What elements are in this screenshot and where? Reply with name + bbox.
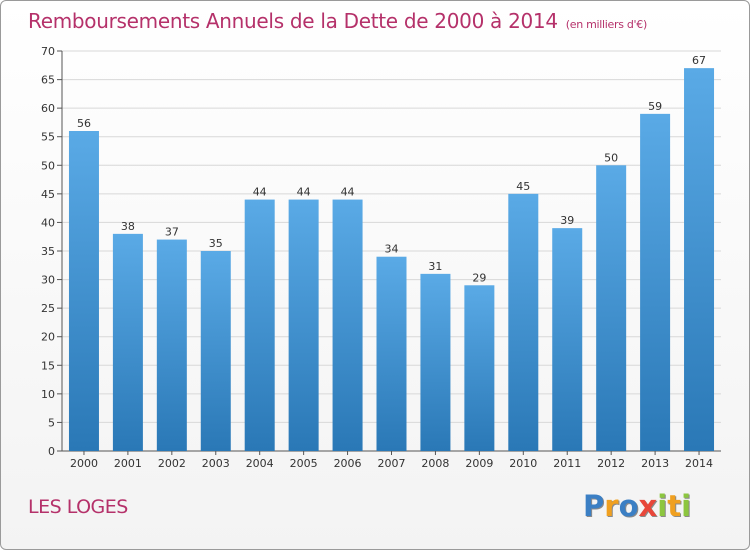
value-label-2009: 29 bbox=[472, 271, 486, 284]
y-tick-label: 55 bbox=[41, 131, 55, 144]
y-tick-label: 5 bbox=[48, 416, 55, 429]
x-tick-label-2004: 2004 bbox=[246, 457, 274, 470]
value-label-2012: 50 bbox=[604, 151, 618, 164]
value-label-2006: 44 bbox=[341, 186, 355, 199]
bars bbox=[68, 68, 715, 452]
x-tick-label-2002: 2002 bbox=[158, 457, 186, 470]
bar-2008[interactable] bbox=[420, 273, 451, 451]
y-tick-label: 70 bbox=[41, 45, 55, 58]
bar-2007[interactable] bbox=[376, 256, 407, 451]
x-tick-label-2008: 2008 bbox=[421, 457, 449, 470]
x-tick-label-2010: 2010 bbox=[509, 457, 537, 470]
x-tick-label-2012: 2012 bbox=[597, 457, 625, 470]
value-label-2002: 37 bbox=[165, 226, 179, 239]
x-tick-label-2014: 2014 bbox=[685, 457, 713, 470]
bar-2010[interactable] bbox=[508, 193, 539, 451]
x-tick-label-2011: 2011 bbox=[553, 457, 581, 470]
x-tick-label-2009: 2009 bbox=[465, 457, 493, 470]
bar-2005[interactable] bbox=[288, 199, 319, 451]
y-tick-label: 0 bbox=[48, 445, 55, 458]
y-tick-label: 65 bbox=[41, 74, 55, 87]
y-axis-ticks: 0 5 10 15 20 25 30 35 40 45 50 55 60 65 70 bbox=[41, 45, 62, 458]
y-tick-label: 40 bbox=[41, 216, 55, 229]
y-tick-label: 45 bbox=[41, 188, 55, 201]
bar-2004[interactable] bbox=[244, 199, 275, 451]
y-tick-label: 20 bbox=[41, 331, 55, 344]
bar-2014[interactable] bbox=[684, 68, 715, 452]
x-axis-ticks: 2000 2001 2002 2003 2004 2005 2006 2007 2008 2009… bbox=[70, 451, 713, 470]
value-label-2003: 35 bbox=[209, 237, 223, 250]
x-tick-label-2000: 2000 bbox=[70, 457, 98, 470]
bar-2013[interactable] bbox=[640, 113, 671, 451]
value-label-2010: 45 bbox=[516, 180, 530, 193]
chart-subtitle: (en milliers d'€) bbox=[565, 18, 647, 31]
proxiti-logo[interactable]: Proxiti bbox=[583, 489, 692, 523]
y-tick-label: 60 bbox=[41, 102, 55, 115]
x-tick-label-2005: 2005 bbox=[290, 457, 318, 470]
x-tick-label-2003: 2003 bbox=[202, 457, 230, 470]
y-tick-label: 25 bbox=[41, 302, 55, 315]
value-label-2007: 34 bbox=[385, 243, 399, 256]
bar-2000[interactable] bbox=[68, 131, 99, 451]
bar-2006[interactable] bbox=[332, 199, 363, 451]
title-text: Remboursements Annuels de la Dette de 20… bbox=[28, 9, 558, 33]
value-label-2008: 31 bbox=[428, 260, 442, 273]
value-labels: 56 38 37 35 44 44 44 34 31 29 45 39 50 59 67 bbox=[77, 54, 706, 284]
x-tick-label-2001: 2001 bbox=[114, 457, 142, 470]
location-label: LES LOGES bbox=[28, 496, 128, 518]
value-label-2004: 44 bbox=[253, 186, 267, 199]
value-label-2013: 59 bbox=[648, 100, 662, 113]
bar-2009[interactable] bbox=[464, 285, 495, 451]
bar-2001[interactable] bbox=[112, 233, 143, 451]
y-tick-label: 10 bbox=[41, 388, 55, 401]
value-label-2001: 38 bbox=[121, 220, 135, 233]
x-tick-label-2006: 2006 bbox=[334, 457, 362, 470]
y-tick-label: 50 bbox=[41, 159, 55, 172]
chart-title: Remboursements Annuels de la Dette de 20… bbox=[28, 9, 647, 33]
y-tick-label: 15 bbox=[41, 359, 55, 372]
value-label-2014: 67 bbox=[692, 54, 706, 67]
bar-2002[interactable] bbox=[156, 239, 187, 451]
x-tick-label-2007: 2007 bbox=[378, 457, 406, 470]
y-tick-label: 30 bbox=[41, 274, 55, 287]
x-tick-label-2013: 2013 bbox=[641, 457, 669, 470]
y-tick-label: 35 bbox=[41, 245, 55, 258]
value-label-2005: 44 bbox=[297, 186, 311, 199]
value-label-2000: 56 bbox=[77, 117, 91, 130]
bar-2012[interactable] bbox=[596, 165, 627, 452]
value-label-2011: 39 bbox=[560, 214, 574, 227]
bar-2011[interactable] bbox=[552, 228, 583, 451]
bar-2003[interactable] bbox=[200, 251, 231, 451]
